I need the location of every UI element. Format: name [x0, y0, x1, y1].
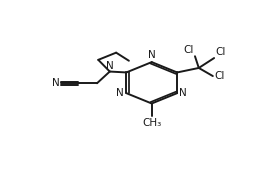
- Text: N: N: [105, 61, 113, 71]
- Text: N: N: [179, 88, 186, 98]
- Text: N: N: [52, 78, 59, 88]
- Text: Cl: Cl: [215, 47, 225, 57]
- Text: Cl: Cl: [213, 71, 224, 81]
- Text: Cl: Cl: [183, 45, 193, 55]
- Text: N: N: [116, 88, 123, 98]
- Text: CH₃: CH₃: [141, 118, 161, 128]
- Text: N: N: [147, 50, 155, 60]
